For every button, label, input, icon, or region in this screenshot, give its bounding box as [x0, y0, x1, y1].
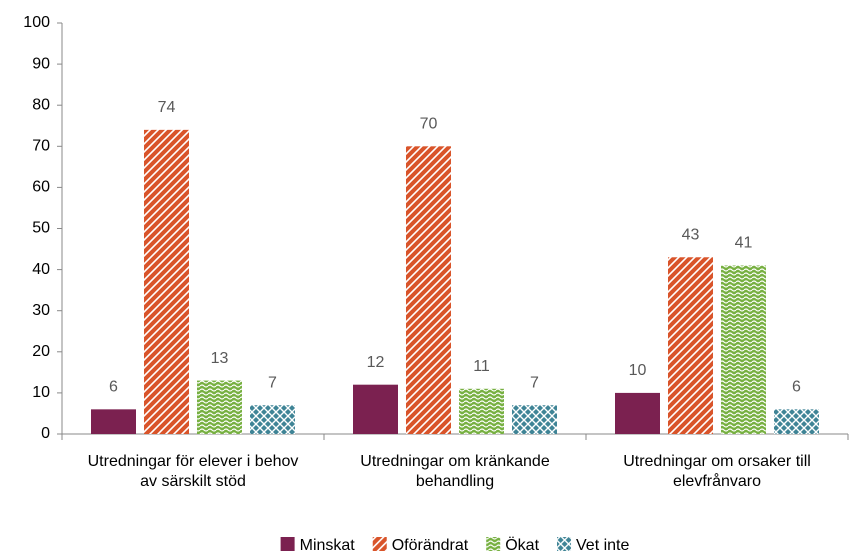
data-label: 6: [792, 379, 801, 396]
x-tick-label: Utredningar om kränkande behandling: [360, 453, 550, 490]
y-tick-label: 80: [32, 96, 50, 113]
data-label: 70: [420, 116, 438, 133]
bar: [721, 265, 766, 434]
y-tick-label: 70: [32, 138, 50, 155]
y-tick-label: 90: [32, 55, 50, 72]
y-tick-label: 0: [41, 425, 50, 442]
x-tick-label: Utredningar för elever i behov av särski…: [87, 453, 299, 490]
data-label: 10: [629, 362, 647, 379]
legend: Minskat Oförändrat Ökat Vet inte: [280, 536, 629, 554]
bar: [615, 392, 660, 434]
data-label: 13: [211, 350, 229, 367]
data-label: 43: [682, 226, 700, 243]
bar: [774, 409, 819, 434]
y-tick-label: 50: [32, 220, 50, 237]
bar: [250, 405, 295, 434]
data-label: 11: [473, 358, 490, 375]
y-tick-label: 40: [32, 261, 50, 278]
legend-swatch: [486, 537, 501, 551]
y-tick-label: 100: [23, 14, 50, 31]
data-label: 7: [530, 374, 539, 391]
data-label: 12: [367, 354, 385, 371]
legend-label: Vet inte: [576, 537, 629, 554]
legend-label: Oförändrat: [392, 537, 469, 554]
legend-swatch: [372, 537, 387, 551]
legend-label: Ökat: [505, 536, 539, 554]
bar: [512, 405, 557, 434]
y-tick-label: 60: [32, 179, 50, 196]
bar: [459, 388, 504, 434]
data-label: 7: [268, 374, 277, 391]
legend-swatch: [557, 537, 572, 551]
bar: [91, 409, 136, 434]
bar: [668, 257, 713, 434]
legend-label: Minskat: [300, 537, 356, 554]
y-tick-label: 10: [32, 384, 50, 401]
data-label: 74: [158, 99, 176, 116]
data-label: 6: [109, 379, 118, 396]
y-tick-label: 30: [32, 302, 50, 319]
bar: [197, 380, 242, 434]
bar: [406, 146, 451, 435]
bar: [353, 384, 398, 434]
legend-swatch: [280, 537, 295, 551]
bar: [144, 129, 189, 435]
x-tick-label: Utredningar om orsaker till elevfrånvaro: [623, 453, 811, 490]
y-tick-label: 20: [32, 343, 50, 360]
data-label: 41: [735, 235, 753, 252]
